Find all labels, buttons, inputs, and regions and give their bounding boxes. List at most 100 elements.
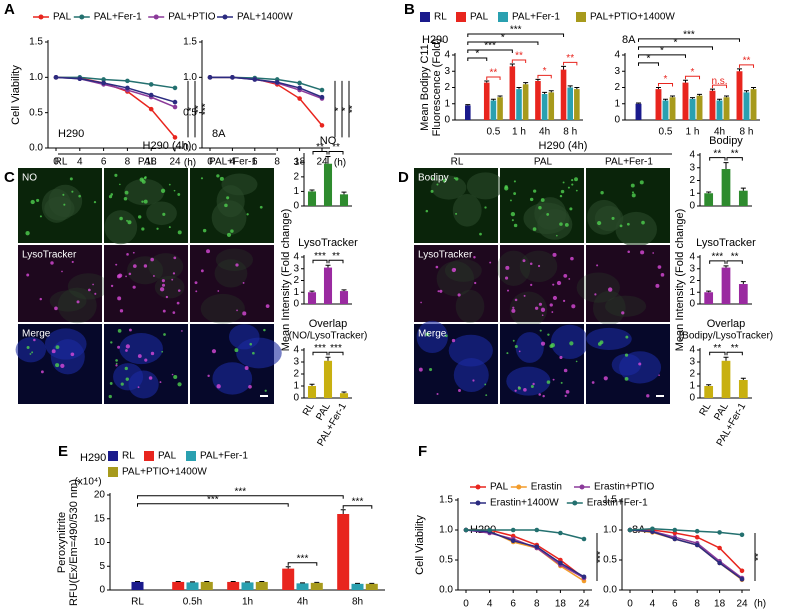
y-axis-label: Fluorescence (Fold) bbox=[431, 39, 443, 137]
cell-spot bbox=[39, 297, 42, 301]
chart-title: 8A bbox=[622, 34, 636, 46]
cell-spot bbox=[540, 307, 546, 312]
cell-spot bbox=[216, 174, 220, 178]
cell-glow bbox=[444, 259, 482, 282]
significance-bracket bbox=[638, 54, 686, 58]
y-tick-label: 2 bbox=[689, 275, 695, 286]
error-bar bbox=[523, 82, 529, 85]
cell-glow bbox=[436, 261, 475, 297]
cell-spot bbox=[177, 382, 182, 387]
significance-bracket bbox=[467, 33, 565, 37]
significance: ** bbox=[731, 148, 739, 159]
cell-spot bbox=[126, 253, 129, 256]
cell-spot bbox=[597, 220, 602, 226]
y-tick-label: 0 bbox=[293, 201, 299, 212]
cell-glow bbox=[550, 324, 589, 360]
cell-spot bbox=[560, 381, 563, 384]
y-tick-label: 20 bbox=[94, 490, 106, 501]
bar bbox=[574, 89, 580, 120]
error-bar bbox=[636, 102, 641, 104]
significance-bracket bbox=[726, 260, 743, 264]
cell-spot bbox=[489, 261, 492, 264]
x-tick-label: 0.5 bbox=[486, 127, 500, 138]
cell-spot bbox=[29, 353, 32, 355]
cell-spot bbox=[125, 344, 130, 349]
y-tick-label: 1.0 bbox=[29, 72, 43, 83]
bar bbox=[738, 380, 748, 398]
series-line bbox=[55, 76, 176, 103]
significance: * bbox=[664, 74, 668, 85]
cell-glow bbox=[119, 333, 163, 365]
bar bbox=[738, 284, 748, 304]
cell-spot bbox=[207, 374, 210, 378]
significance: ** bbox=[316, 142, 324, 153]
error-bar bbox=[724, 95, 730, 98]
panel-label: C bbox=[4, 169, 15, 186]
cell-spot bbox=[30, 199, 35, 205]
y-axis-label: Peroxynitrite bbox=[56, 512, 68, 573]
panel-label: B bbox=[404, 1, 415, 18]
cell-spot bbox=[630, 183, 635, 188]
cell-spot bbox=[562, 181, 565, 184]
cell-spot bbox=[176, 301, 180, 305]
point bbox=[172, 85, 178, 91]
cell-spot bbox=[125, 377, 129, 381]
cell-glow bbox=[604, 295, 647, 317]
legend-marker bbox=[579, 484, 585, 490]
legend-label: RL bbox=[434, 12, 447, 23]
point bbox=[148, 92, 154, 98]
point bbox=[534, 527, 540, 533]
bar bbox=[509, 66, 516, 120]
significance-bracket bbox=[711, 84, 728, 89]
cell-glow bbox=[113, 363, 144, 391]
cell-spot bbox=[153, 275, 155, 277]
significance-bracket bbox=[657, 83, 674, 87]
y-tick-label: 1 bbox=[293, 186, 299, 197]
bar bbox=[307, 191, 317, 206]
cell-spot bbox=[624, 353, 629, 357]
y-tick-label: 1 bbox=[689, 287, 695, 298]
y-tick-label: 1 bbox=[689, 381, 695, 392]
legend-label: RL bbox=[122, 451, 135, 462]
cell-spot bbox=[425, 332, 430, 337]
cell-spot bbox=[119, 309, 124, 313]
y-tick-label: 0.5 bbox=[603, 555, 617, 566]
cell-spot bbox=[429, 367, 433, 372]
x-tick-label: 24 bbox=[578, 599, 590, 610]
error-bar bbox=[663, 98, 668, 101]
point bbox=[148, 82, 154, 87]
cell-spot bbox=[639, 180, 644, 185]
y-tick-label: 2 bbox=[293, 369, 299, 380]
legend-marker bbox=[222, 14, 228, 20]
cell-spot bbox=[177, 230, 182, 235]
error-bar bbox=[516, 87, 522, 90]
cell-spot bbox=[115, 263, 118, 266]
cell-spot bbox=[562, 299, 566, 303]
error-bar bbox=[465, 104, 471, 106]
cell-spot bbox=[264, 389, 267, 392]
cell-spot bbox=[93, 200, 97, 204]
cell-glow bbox=[431, 175, 467, 200]
cell-spot bbox=[512, 339, 515, 342]
cell-spot bbox=[533, 189, 537, 193]
cell-spot bbox=[619, 224, 623, 228]
cell-spot bbox=[171, 278, 174, 281]
cell-spot bbox=[418, 367, 423, 372]
legend-label: Erastin bbox=[531, 482, 562, 493]
x-tick-label: 18 bbox=[146, 157, 158, 168]
y-tick-label: 0 bbox=[689, 201, 695, 212]
cell-spot bbox=[119, 216, 123, 221]
cell-spot bbox=[54, 306, 58, 311]
significance-bracket bbox=[467, 49, 513, 53]
y-tick-label: 0 bbox=[444, 115, 450, 126]
legend-marker bbox=[38, 14, 44, 20]
error-bar bbox=[697, 93, 703, 96]
cell-glow bbox=[214, 259, 248, 288]
cell-spot bbox=[638, 362, 642, 366]
bar bbox=[310, 582, 323, 590]
point bbox=[172, 104, 178, 110]
y-tick-label: 1 bbox=[444, 98, 450, 109]
row-label: Merge bbox=[418, 329, 447, 340]
cell-spot bbox=[652, 252, 655, 254]
cell-spot bbox=[484, 383, 487, 386]
